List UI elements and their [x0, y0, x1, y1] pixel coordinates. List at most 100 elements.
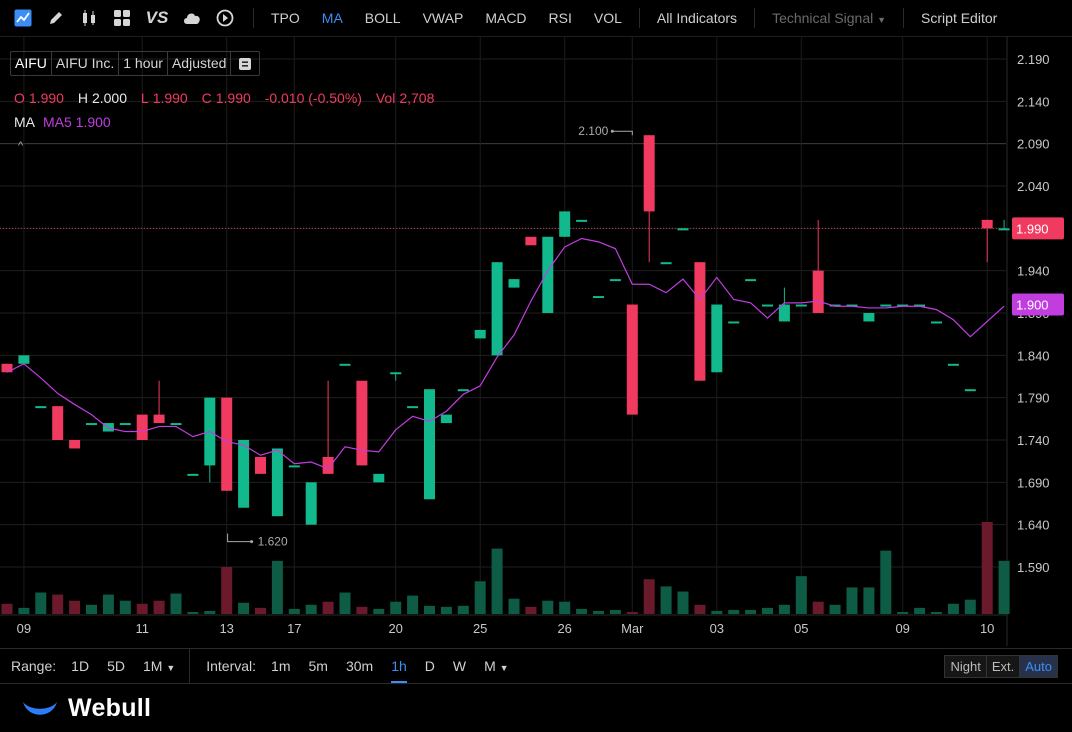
candle-body [880, 304, 892, 307]
replay-icon[interactable] [215, 8, 235, 28]
x-tick-label: 17 [287, 621, 301, 636]
session-ext[interactable]: Ext. [986, 656, 1021, 677]
interval-label-bottom: Interval: [206, 658, 257, 674]
candle-body [998, 228, 1010, 231]
cloud-icon[interactable] [182, 8, 202, 28]
candle-body [102, 423, 114, 432]
volume-bar [745, 609, 757, 614]
indicator-macd[interactable]: MACD [485, 10, 527, 26]
last-price-tag-label: 1.990 [1016, 221, 1049, 236]
volume-bar [931, 611, 942, 614]
last-price-tag-box [1012, 217, 1064, 240]
volume-bar [187, 611, 199, 614]
volume-bar [694, 604, 706, 614]
candle-body [947, 363, 959, 366]
candle-body [322, 456, 334, 474]
volume-bar [660, 586, 672, 614]
volume-bar [626, 611, 638, 614]
candle-body [812, 270, 824, 313]
volume-bar [221, 566, 233, 614]
vs-compare-icon[interactable]: VS [145, 8, 169, 28]
volume-bar [322, 601, 334, 614]
indicator-rsi[interactable]: RSI [548, 10, 572, 26]
vs-label: VS [145, 8, 169, 27]
candle-body [593, 296, 604, 299]
candle-body [153, 414, 165, 424]
low-marker-dot [250, 540, 254, 544]
interval-m-label: M [484, 658, 496, 674]
y-tick-label: 2.140 [1017, 94, 1050, 109]
interval-m-dropdown[interactable]: M ▼ [475, 658, 517, 674]
brand-name: Webull [68, 694, 152, 722]
menu-icon[interactable] [231, 52, 259, 75]
close-value: 1.990 [215, 90, 251, 106]
low-marker-label: 1.620 [258, 535, 288, 549]
adjusted-label[interactable]: Adjusted [168, 52, 232, 75]
volume-bar [981, 522, 993, 614]
interval-1m[interactable]: 1m [271, 658, 291, 674]
chart-type-icon[interactable] [13, 8, 33, 28]
volume-bar [491, 548, 503, 614]
caret-down-icon: ▼ [166, 663, 176, 673]
technical-signal-dropdown[interactable]: Technical Signal ▼ [761, 10, 897, 26]
candle-body [424, 389, 435, 500]
grid-layout-icon[interactable] [112, 8, 132, 28]
collapse-caret-icon[interactable]: ^ [18, 140, 24, 152]
candles-icon[interactable] [79, 8, 99, 28]
candle-body [846, 304, 858, 307]
session-night[interactable]: Night [945, 656, 987, 677]
open-value: 1.990 [28, 90, 64, 106]
indicator-tpo[interactable]: TPO [271, 10, 300, 26]
symbol-ticker[interactable]: AIFU [11, 52, 52, 75]
candle-body [559, 211, 571, 237]
session-auto[interactable]: Auto [1020, 656, 1057, 677]
range-1m-dropdown[interactable]: 1M ▼ [134, 658, 184, 674]
interval-d[interactable]: D [424, 658, 435, 674]
script-editor-button[interactable]: Script Editor [921, 10, 998, 26]
candle-body [170, 423, 182, 426]
volume-bar [880, 550, 892, 614]
interval-5m[interactable]: 5m [308, 658, 328, 674]
candle-body [69, 440, 81, 449]
open-key: O [14, 90, 25, 106]
candle-body [694, 262, 706, 381]
caret-down-icon: ▼ [499, 663, 509, 673]
candle-body [86, 423, 97, 426]
volume-bar [356, 606, 368, 614]
indicator-ma[interactable]: MA [321, 10, 343, 26]
volume-bar [170, 593, 182, 614]
range-1m-label: 1M [142, 658, 163, 674]
toolbar-divider [638, 8, 640, 28]
volume-bar [542, 600, 554, 614]
candle-body [964, 389, 976, 392]
volume-bar [136, 603, 148, 614]
price-chart[interactable]: 2.100 1.620 2.190 2.140 2.090 2.040 1.990 1.940… [0, 36, 1072, 646]
candle-body [677, 228, 689, 231]
x-tick-label: 20 [388, 621, 402, 636]
ma-label[interactable]: MA [14, 114, 35, 130]
y-tick-label: 2.190 [1017, 52, 1050, 67]
toolbar-divider [253, 8, 254, 28]
indicator-boll[interactable]: BOLL [364, 10, 401, 26]
all-indicators-button[interactable]: All Indicators [656, 10, 738, 26]
interval-w[interactable]: W [452, 658, 467, 674]
pencil-icon[interactable] [46, 8, 66, 28]
indicator-vwap[interactable]: VWAP [422, 10, 464, 26]
candle-body [762, 304, 773, 307]
volume-bar [863, 587, 875, 614]
candle-body [119, 423, 131, 426]
ohlc-readout: O 1.990 H 2.000 L 1.990 C 1.990 -0.010 (-0.5… [14, 90, 444, 106]
volume-bar [964, 599, 976, 614]
indicator-vol[interactable]: VOL [593, 10, 622, 26]
interval-label: 1 hour [119, 52, 168, 75]
candle-body [255, 456, 266, 474]
candle-body [187, 473, 199, 476]
range-5d[interactable]: 5D [107, 658, 125, 674]
volume-bar [474, 581, 486, 614]
range-1d[interactable]: 1D [71, 658, 90, 674]
interval-1h[interactable]: 1h [382, 658, 416, 683]
webull-logo: Webull [22, 694, 151, 723]
volume-bar [35, 592, 47, 614]
volume-bar [271, 560, 283, 614]
interval-30m[interactable]: 30m [345, 658, 374, 674]
